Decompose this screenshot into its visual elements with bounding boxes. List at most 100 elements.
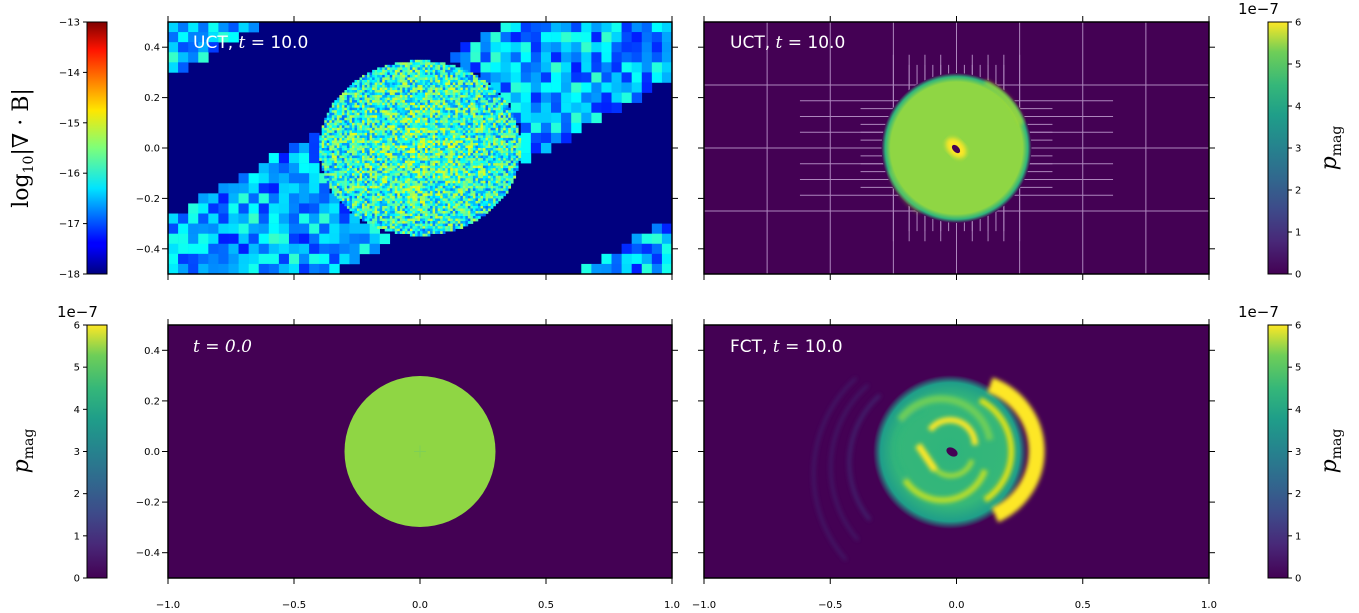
divergence-cell — [651, 52, 663, 63]
divergence-cell — [377, 190, 380, 194]
divergence-cell — [392, 218, 396, 222]
divergence-cell — [394, 155, 398, 159]
divergence-cell — [392, 90, 396, 93]
divergence-cell — [336, 163, 340, 166]
divergence-cell — [346, 117, 350, 121]
divergence-cell — [334, 112, 338, 116]
divergence-cell — [455, 67, 459, 71]
divergence-cell — [611, 102, 622, 114]
divergence-cell — [374, 92, 378, 96]
divergence-cell — [392, 160, 396, 164]
divergence-cell — [382, 87, 386, 91]
divergence-cell — [372, 185, 375, 189]
divergence-cell — [490, 32, 501, 43]
divergence-cell — [329, 168, 333, 171]
panel-bottom-right: −1.0 −0.5 0.0 0.5 1.0 FCT, t = 10.0 — [692, 324, 1217, 611]
divergence-cell — [508, 168, 512, 171]
divergence-cell — [601, 92, 612, 103]
divergence-cell — [460, 142, 464, 146]
divergence-cell — [278, 213, 290, 224]
divergence-cell — [561, 102, 572, 114]
divergence-cell — [475, 188, 479, 192]
divergence-cell — [480, 150, 484, 154]
divergence-cell — [389, 127, 393, 131]
divergence-cell — [409, 150, 413, 154]
divergence-cell — [349, 105, 353, 108]
divergence-cell — [435, 200, 438, 204]
divergence-cell — [359, 208, 363, 212]
divergence-cell — [349, 160, 353, 164]
divergence-cell — [472, 82, 476, 86]
divergence-cell — [409, 112, 413, 116]
divergence-cell — [389, 170, 393, 174]
divergence-cell — [354, 132, 358, 136]
divergence-cell — [475, 148, 479, 151]
divergence-cell — [485, 130, 489, 134]
divergence-cell — [392, 150, 396, 154]
divergence-cell — [178, 42, 189, 53]
divergence-cell — [485, 175, 489, 179]
divergence-cell — [493, 102, 496, 106]
divergence-cell — [379, 160, 383, 164]
divergence-cell — [382, 132, 386, 136]
divergence-cell — [430, 208, 433, 212]
divergence-cell — [412, 228, 416, 232]
divergence-cell — [359, 153, 363, 156]
divergence-cell — [420, 163, 423, 166]
divergence-cell — [661, 72, 672, 83]
divergence-cell — [409, 213, 413, 217]
divergence-cell — [488, 168, 491, 171]
divergence-cell — [435, 92, 438, 96]
divergence-cell — [462, 190, 466, 194]
divergence-cell — [387, 211, 391, 214]
divergence-cell — [357, 117, 360, 121]
divergence-cell — [344, 137, 348, 141]
divergence-cell — [477, 198, 481, 202]
divergence-cell — [422, 205, 426, 209]
divergence-cell — [341, 105, 345, 108]
divergence-cell — [357, 120, 360, 124]
divergence-cell — [362, 203, 365, 207]
divergence-cell — [503, 110, 506, 114]
divergence-cell — [228, 183, 239, 194]
divergence-cell — [417, 95, 421, 98]
divergence-cell — [495, 183, 499, 187]
divergence-cell — [402, 203, 406, 207]
divergence-cell — [480, 142, 484, 146]
divergence-cell — [404, 188, 408, 192]
divergence-cell — [354, 165, 358, 169]
divergence-cell — [422, 72, 426, 76]
divergence-cell — [369, 218, 373, 222]
divergence-cell — [452, 115, 456, 119]
divergence-cell — [357, 188, 360, 192]
divergence-cell — [331, 110, 335, 114]
divergence-cell — [450, 52, 461, 63]
divergence-cell — [420, 62, 423, 66]
divergence-cell — [402, 200, 406, 204]
divergence-cell — [357, 82, 360, 86]
divergence-cell — [346, 205, 350, 209]
divergence-cell — [500, 195, 504, 199]
divergence-cell — [490, 135, 494, 139]
divergence-cell — [399, 140, 403, 144]
divergence-cell — [500, 107, 504, 111]
divergence-cell — [460, 42, 471, 53]
divergence-cell — [326, 127, 330, 131]
divergence-cell — [394, 223, 398, 227]
divergence-cell — [437, 127, 441, 131]
divergence-cell — [354, 100, 358, 103]
divergence-cell — [437, 165, 441, 169]
divergence-cell — [364, 102, 368, 106]
divergence-cell — [354, 82, 358, 86]
divergence-cell — [420, 77, 423, 81]
divergence-cell — [341, 180, 345, 184]
divergence-cell — [513, 168, 517, 171]
divergence-cell — [331, 142, 335, 146]
divergence-cell — [359, 205, 363, 209]
divergence-cell — [341, 130, 345, 134]
divergence-cell — [382, 180, 386, 184]
divergence-cell — [407, 92, 411, 96]
divergence-cell — [483, 188, 486, 192]
divergence-cell — [472, 85, 476, 88]
divergence-cell — [440, 115, 443, 119]
